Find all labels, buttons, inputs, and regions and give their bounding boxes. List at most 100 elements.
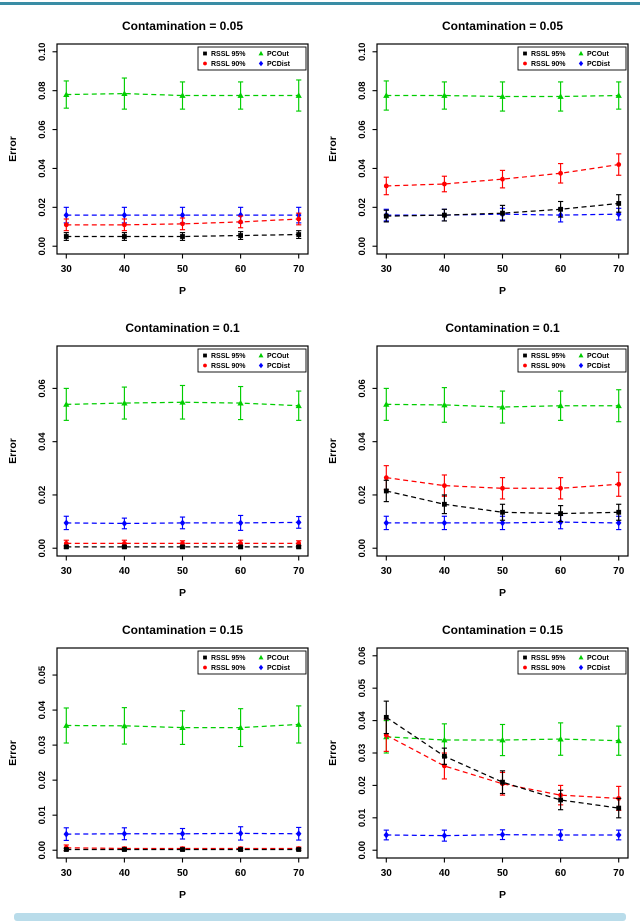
legend-marker-diamond — [578, 362, 584, 369]
y-tick-label: 0.00 — [357, 539, 368, 558]
legend-label: RSSL 90% — [531, 665, 566, 672]
x-tick-label: 70 — [293, 264, 305, 275]
data-point-marker — [238, 544, 244, 550]
data-point-marker — [558, 511, 564, 516]
data-point-marker — [180, 847, 185, 852]
series-pcout — [63, 77, 302, 112]
data-point-marker — [63, 847, 69, 852]
y-tick-label: 0.00 — [357, 237, 368, 256]
data-point-marker — [63, 234, 69, 239]
chart-svg: Contamination = 0.15 30 40 50 60 70 0.00 0.01 0.… — [7, 623, 309, 901]
legend-label: RSSL 90% — [211, 363, 246, 370]
y-tick-label: 0.06 — [357, 647, 368, 666]
data-point-marker — [121, 847, 127, 852]
data-point-marker — [296, 216, 302, 222]
y-tick-label: 0.06 — [37, 379, 48, 398]
legend-label: PCDist — [587, 363, 611, 370]
data-point-marker — [180, 221, 185, 227]
x-tick-label: 50 — [497, 868, 509, 879]
legend-marker-circle — [523, 665, 527, 670]
series-line — [66, 847, 299, 850]
y-tick-label: 0.05 — [37, 665, 48, 684]
legend-marker-square — [203, 353, 207, 358]
data-point-marker — [179, 519, 186, 527]
x-tick-label: 40 — [439, 264, 451, 275]
legend-box — [517, 348, 627, 373]
series-pcout — [63, 384, 302, 421]
chart-contamination-0.15-left: Contamination = 0.15 30 40 50 60 70 0.00 0.01 0.… — [0, 610, 320, 912]
legend-marker-square — [203, 51, 207, 56]
data-point-marker — [63, 91, 70, 97]
legend-box — [197, 650, 307, 675]
data-point-marker — [499, 736, 506, 743]
series-rssl-95- — [63, 544, 302, 550]
data-point-marker — [179, 211, 186, 219]
data-point-marker — [180, 544, 185, 550]
chart-contamination-0.15-right: Contamination = 0.15 30 40 50 60 70 0.00 0.01 0.… — [320, 610, 640, 912]
legend-label: RSSL 95% — [531, 353, 566, 360]
data-point-marker — [295, 518, 302, 526]
series-line — [386, 94, 619, 98]
series-pcdist — [63, 826, 302, 841]
y-axis-label: Error — [327, 438, 339, 464]
legend: RSSL 95% RSSL 90% PCOut PCDist — [517, 46, 627, 71]
x-tick-label: 70 — [613, 566, 625, 577]
y-tick-label: 0.10 — [357, 43, 368, 62]
data-point-marker — [441, 736, 448, 743]
legend: RSSL 95% RSSL 90% PCOut PCDist — [517, 650, 627, 675]
y-tick-label: 0.02 — [357, 776, 368, 795]
data-point-marker — [63, 519, 70, 527]
x-tick-label: 40 — [439, 566, 451, 577]
chart-svg: Contamination = 0.15 30 40 50 60 70 0.00 0.01 0.… — [327, 623, 629, 901]
data-point-marker — [237, 92, 244, 98]
chart-title: Contamination = 0.05 — [442, 19, 563, 33]
data-point-marker — [121, 211, 128, 219]
data-point-marker — [63, 222, 69, 228]
axis-box — [376, 43, 629, 255]
y-tick-label: 0.06 — [37, 120, 48, 139]
legend-label: RSSL 95% — [531, 655, 566, 662]
data-point-marker — [295, 402, 302, 409]
x-tick-label: 40 — [439, 868, 451, 879]
chart-svg: Contamination = 0.1 30 40 50 60 70 0.00 0.02 0.0… — [327, 321, 629, 599]
data-point-marker — [237, 724, 244, 730]
data-point-marker — [121, 222, 127, 228]
y-tick-label: 0.06 — [357, 379, 368, 398]
data-point-marker — [238, 847, 244, 852]
series-pcout — [383, 80, 622, 112]
data-point-marker — [383, 488, 389, 494]
legend-box — [197, 46, 307, 71]
data-point-marker — [237, 211, 244, 219]
legend-label: PCDist — [267, 363, 291, 370]
y-tick-label: 0.10 — [37, 43, 48, 62]
data-point-marker — [180, 234, 185, 239]
x-tick-label: 60 — [555, 566, 567, 577]
y-axis-label: Error — [7, 438, 19, 464]
data-point-marker — [121, 722, 128, 729]
data-point-marker — [558, 485, 564, 491]
y-tick-label: 0.02 — [357, 198, 368, 217]
data-point-marker — [383, 519, 390, 527]
x-tick-label: 30 — [381, 868, 393, 879]
legend-marker-diamond — [258, 362, 264, 369]
legend-marker-square — [203, 655, 207, 660]
legend-marker-diamond — [578, 664, 584, 671]
x-tick-label: 40 — [119, 868, 131, 879]
data-point-marker — [441, 753, 447, 759]
series-line — [386, 202, 619, 217]
y-tick-label: 0.02 — [37, 771, 48, 790]
y-axis-label: Error — [7, 740, 19, 766]
x-tick-label: 60 — [235, 566, 247, 577]
x-axis-label: P — [499, 285, 506, 297]
y-tick-label: 0.01 — [357, 808, 368, 827]
top-divider-line — [0, 2, 640, 5]
series-pcdist — [383, 829, 622, 842]
data-point-marker — [383, 714, 389, 720]
data-point-marker — [383, 92, 390, 98]
data-point-marker — [500, 210, 505, 216]
series-line — [386, 163, 619, 187]
data-point-marker — [179, 399, 186, 405]
x-axis-label: P — [499, 587, 506, 599]
data-point-marker — [296, 847, 302, 852]
data-point-marker — [441, 501, 447, 507]
